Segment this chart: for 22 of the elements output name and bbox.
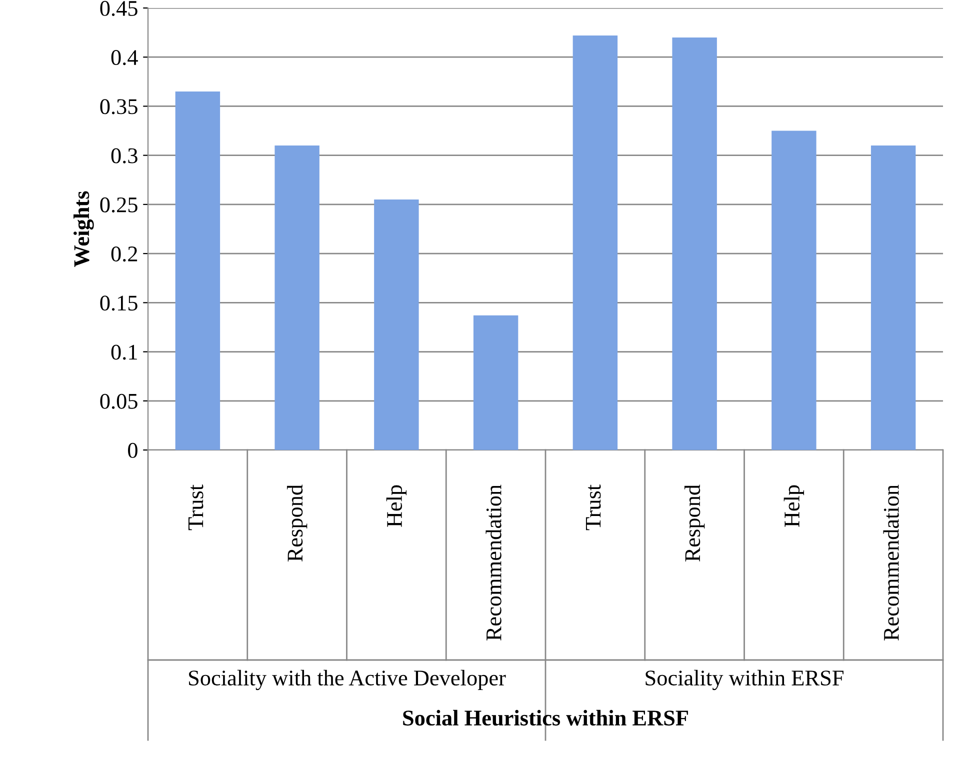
x-tick-label: Respond (684, 484, 705, 562)
y-tick-label: 0.35 (100, 99, 138, 114)
x-tick-label: Recommendation (883, 484, 899, 640)
y-axis-title: Weights (74, 191, 94, 267)
text: Sociality with the Active Developer (189, 670, 506, 690)
y-tick-label: 0 (128, 442, 138, 458)
x-tick-label: Trust (188, 484, 204, 530)
text: Sociality within ERSF (646, 670, 844, 690)
x-tick-label: Recommendation (486, 484, 502, 640)
y-tick-label: 0.3 (111, 148, 138, 164)
y-tick-label: 0.15 (100, 296, 138, 311)
y-tick-label: 0.05 (100, 394, 138, 409)
x-tick-label: Respond (286, 484, 308, 562)
x-tick-label: Help (784, 485, 804, 527)
x-axis-title: Social Heuristics within ERSF (403, 710, 688, 726)
y-tick-label: 0.4 (111, 50, 138, 66)
x-tick-label: Help (386, 485, 407, 527)
y-tick-label: 0.2 (111, 246, 138, 262)
y-tick-label: 0.25 (100, 197, 138, 212)
y-tick-label: 0.45 (100, 0, 138, 16)
y-tick-label: 0.1 (111, 344, 137, 360)
x-tick-label: Trust (586, 484, 601, 530)
